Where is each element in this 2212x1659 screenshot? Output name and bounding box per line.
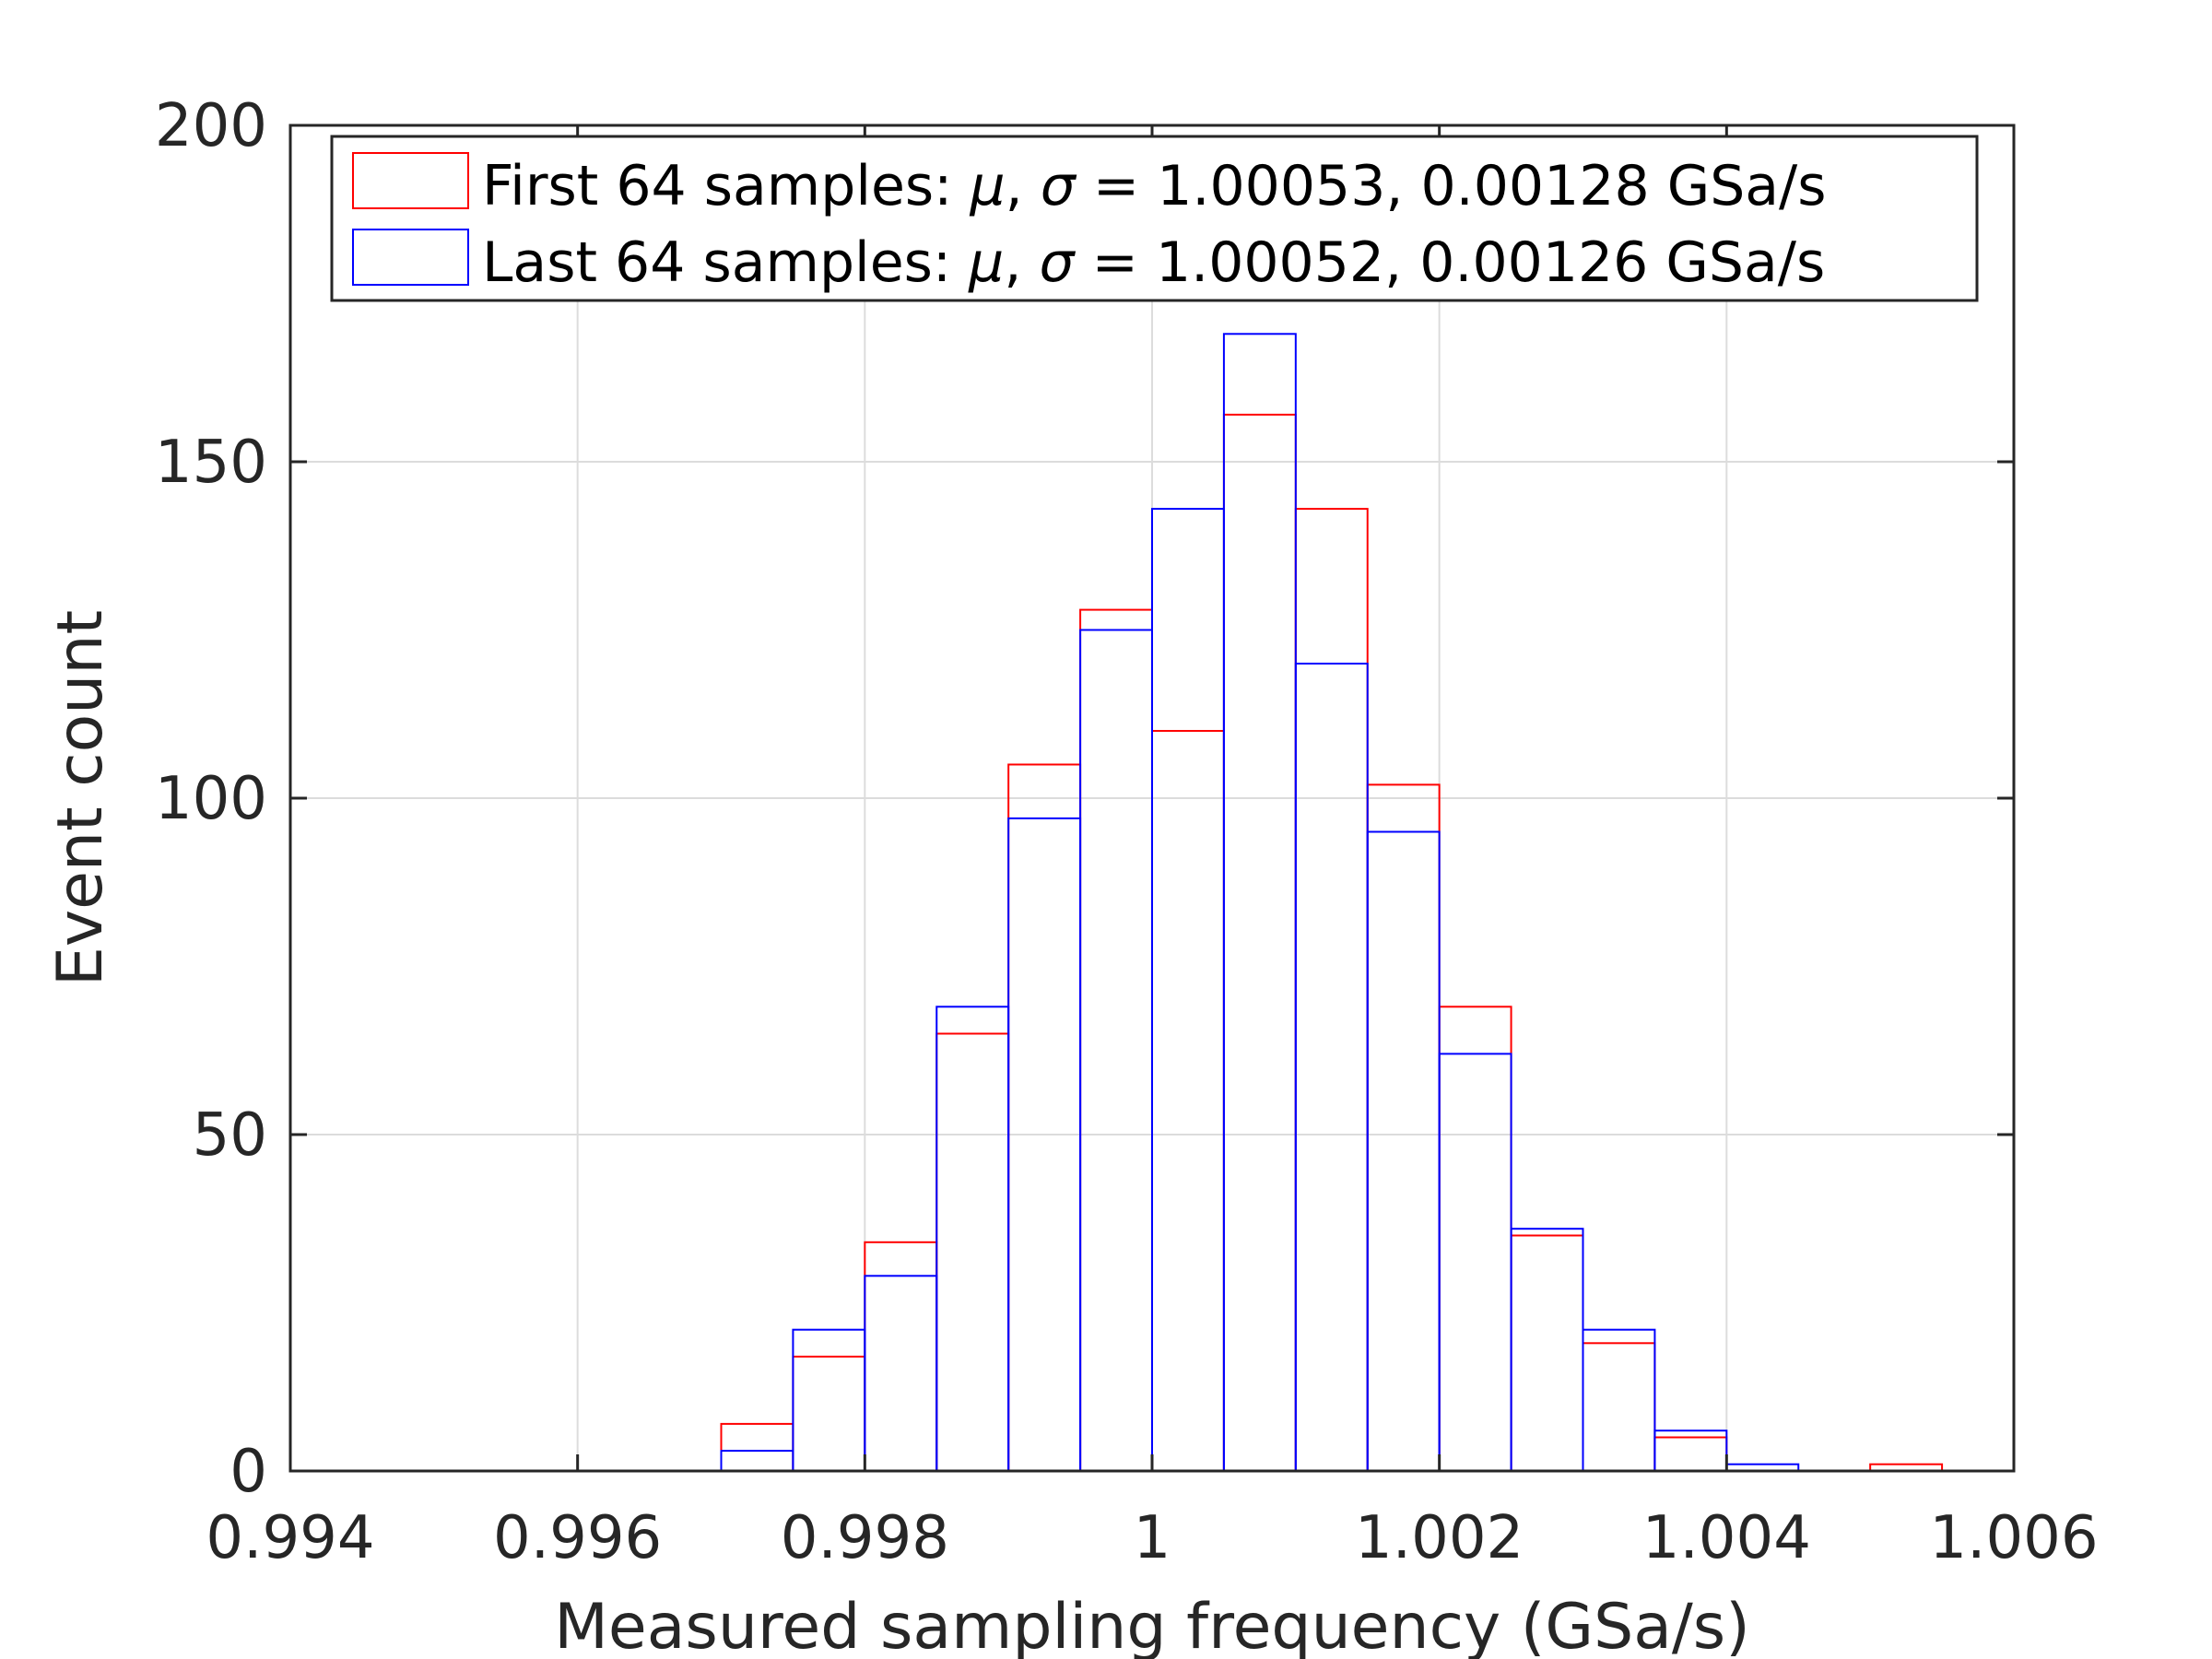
x-tick-label: 0.994: [206, 1504, 374, 1572]
legend-swatch-first: [352, 152, 469, 209]
legend-label-last: Last 64 samples: μ, σ = 1.00052, 0.00126…: [482, 230, 1825, 295]
x-tick-label: 1.004: [1642, 1504, 1811, 1572]
legend-label-first: First 64 samples: μ, σ = 1.00053, 0.0012…: [482, 154, 1827, 218]
x-tick-label: 1.006: [1929, 1504, 2098, 1572]
x-axis-title: Measured sampling frequency (GSa/s): [554, 1591, 1750, 1659]
y-tick-labels: 0 50 100 150 200: [155, 92, 267, 1506]
y-axis-title: Event count: [44, 610, 117, 986]
x-tick-label: 1.002: [1355, 1504, 1524, 1572]
x-tick-label: 0.998: [781, 1504, 949, 1572]
legend: First 64 samples: μ, σ = 1.00053, 0.0012…: [330, 135, 1979, 302]
x-tick-label: 0.996: [493, 1504, 662, 1572]
x-tick-labels: 0.994 0.996 0.998 1 1.002 1.004 1.006: [206, 1504, 2098, 1572]
legend-box: [330, 135, 1979, 302]
legend-swatch-last: [352, 229, 469, 286]
y-tick-label: 50: [193, 1101, 267, 1170]
x-tick-label: 1: [1134, 1504, 1171, 1572]
y-tick-label: 200: [155, 92, 267, 160]
y-tick-label: 150: [155, 429, 267, 497]
y-tick-label: 0: [229, 1438, 267, 1506]
y-tick-label: 100: [155, 765, 267, 833]
